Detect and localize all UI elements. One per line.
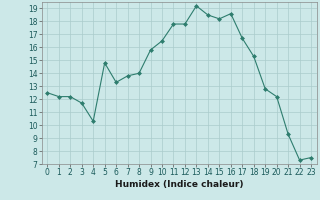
X-axis label: Humidex (Indice chaleur): Humidex (Indice chaleur) [115, 180, 244, 189]
